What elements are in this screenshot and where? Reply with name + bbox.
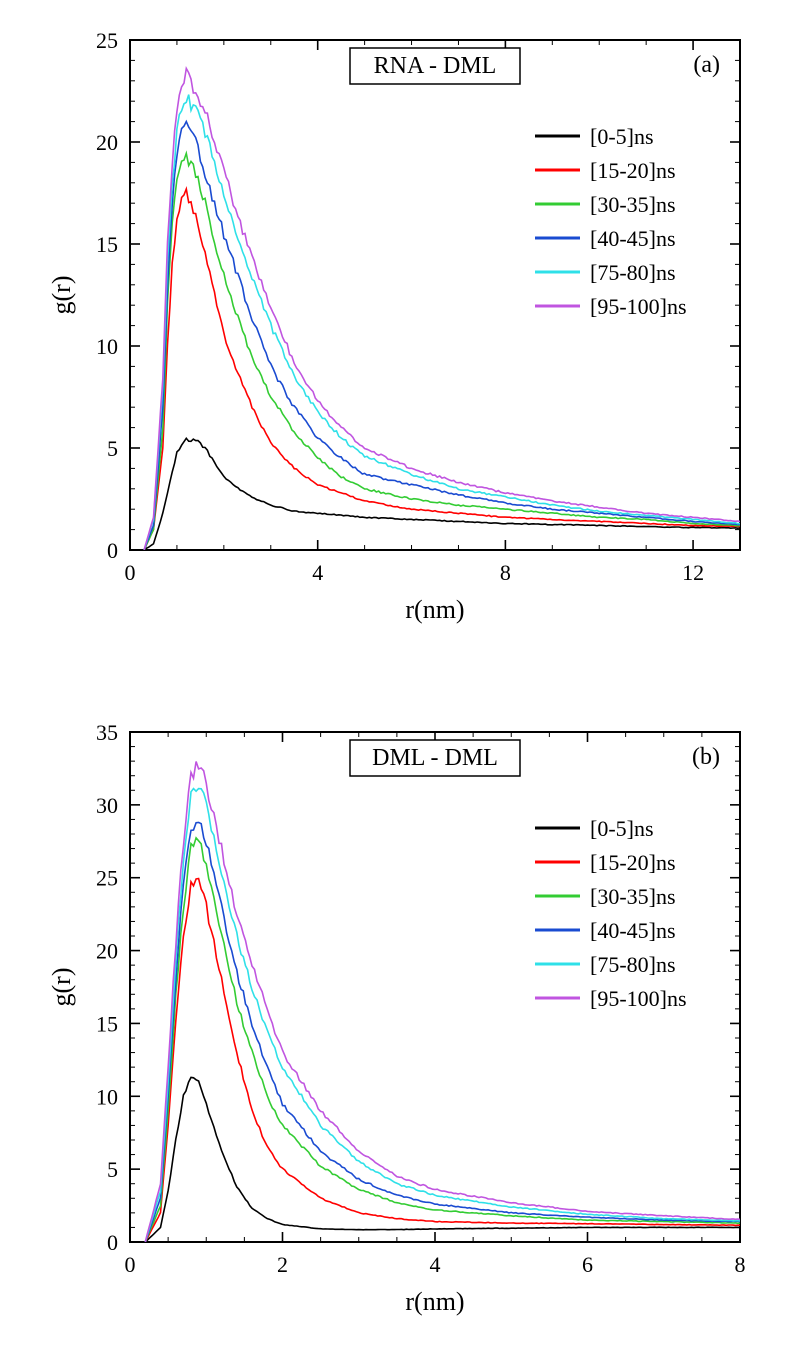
legend-label: [95-100]ns — [590, 294, 687, 319]
legend-label: [40-45]ns — [590, 918, 676, 943]
legend-label: [95-100]ns — [590, 986, 687, 1011]
legend-label: [0-5]ns — [590, 124, 654, 149]
xtick-label: 4 — [312, 560, 323, 585]
xtick-label: 8 — [735, 1252, 746, 1277]
xtick-label: 12 — [682, 560, 704, 585]
ytick-label: 30 — [96, 793, 118, 818]
legend-label: [40-45]ns — [590, 226, 676, 251]
legend-label: [30-35]ns — [590, 884, 676, 909]
ytick-label: 0 — [107, 538, 118, 563]
ytick-label: 10 — [96, 1084, 118, 1109]
ytick-label: 10 — [96, 334, 118, 359]
ytick-label: 15 — [96, 1011, 118, 1036]
chart-a: 0 4 8 12 0 5 10 15 20 25 RNA - DML (a) r(nm) g(r) [0-5… — [40, 20, 760, 640]
legend-label: [75-80]ns — [590, 260, 676, 285]
legend-label: [75-80]ns — [590, 952, 676, 977]
figure-container: 048120510152025RNA - DML(a)r(nm)g(r)[0-5… — [0, 0, 800, 1352]
xtick-label: 0 — [125, 560, 136, 585]
ytick-label: 25 — [96, 28, 118, 53]
legend-label: [30-35]ns — [590, 192, 676, 217]
ytick-label: 20 — [96, 939, 118, 964]
xtick-label: 0 — [125, 1252, 136, 1277]
chart-b: 0 2 4 6 8 0 5 10 15 20 25 30 35 DML - DML (b) r(nm) g(r)… — [40, 712, 760, 1332]
legend-label: [0-5]ns — [590, 816, 654, 841]
xtick-label: 2 — [277, 1252, 288, 1277]
y-axis-label: g(r) — [47, 276, 76, 315]
ytick-label: 15 — [96, 232, 118, 257]
chart-title: DML - DML — [372, 745, 498, 771]
legend-label: [15-20]ns — [590, 850, 676, 875]
chart-title: RNA - DML — [374, 53, 497, 79]
panel-a: 0 4 8 12 0 5 10 15 20 25 RNA - DML (a) r(nm) g(r) [0-5… — [40, 20, 760, 640]
xtick-label: 8 — [500, 560, 511, 585]
xtick-label: 6 — [582, 1252, 593, 1277]
xtick-label: 4 — [430, 1252, 441, 1277]
legend-label: [15-20]ns — [590, 158, 676, 183]
panel-b: 0 2 4 6 8 0 5 10 15 20 25 30 35 DML - DML (b) r(nm) g(r)… — [40, 712, 760, 1332]
ytick-label: 5 — [107, 436, 118, 461]
ytick-label: 5 — [107, 1157, 118, 1182]
x-axis-label: r(nm) — [405, 595, 464, 624]
x-axis-label: r(nm) — [405, 1287, 464, 1316]
ytick-label: 25 — [96, 866, 118, 891]
panel-label: (b) — [692, 744, 720, 770]
ytick-label: 35 — [96, 720, 118, 745]
ytick-label: 20 — [96, 130, 118, 155]
ytick-label: 0 — [107, 1230, 118, 1255]
y-axis-label: g(r) — [47, 968, 76, 1007]
panel-label: (a) — [693, 52, 720, 78]
